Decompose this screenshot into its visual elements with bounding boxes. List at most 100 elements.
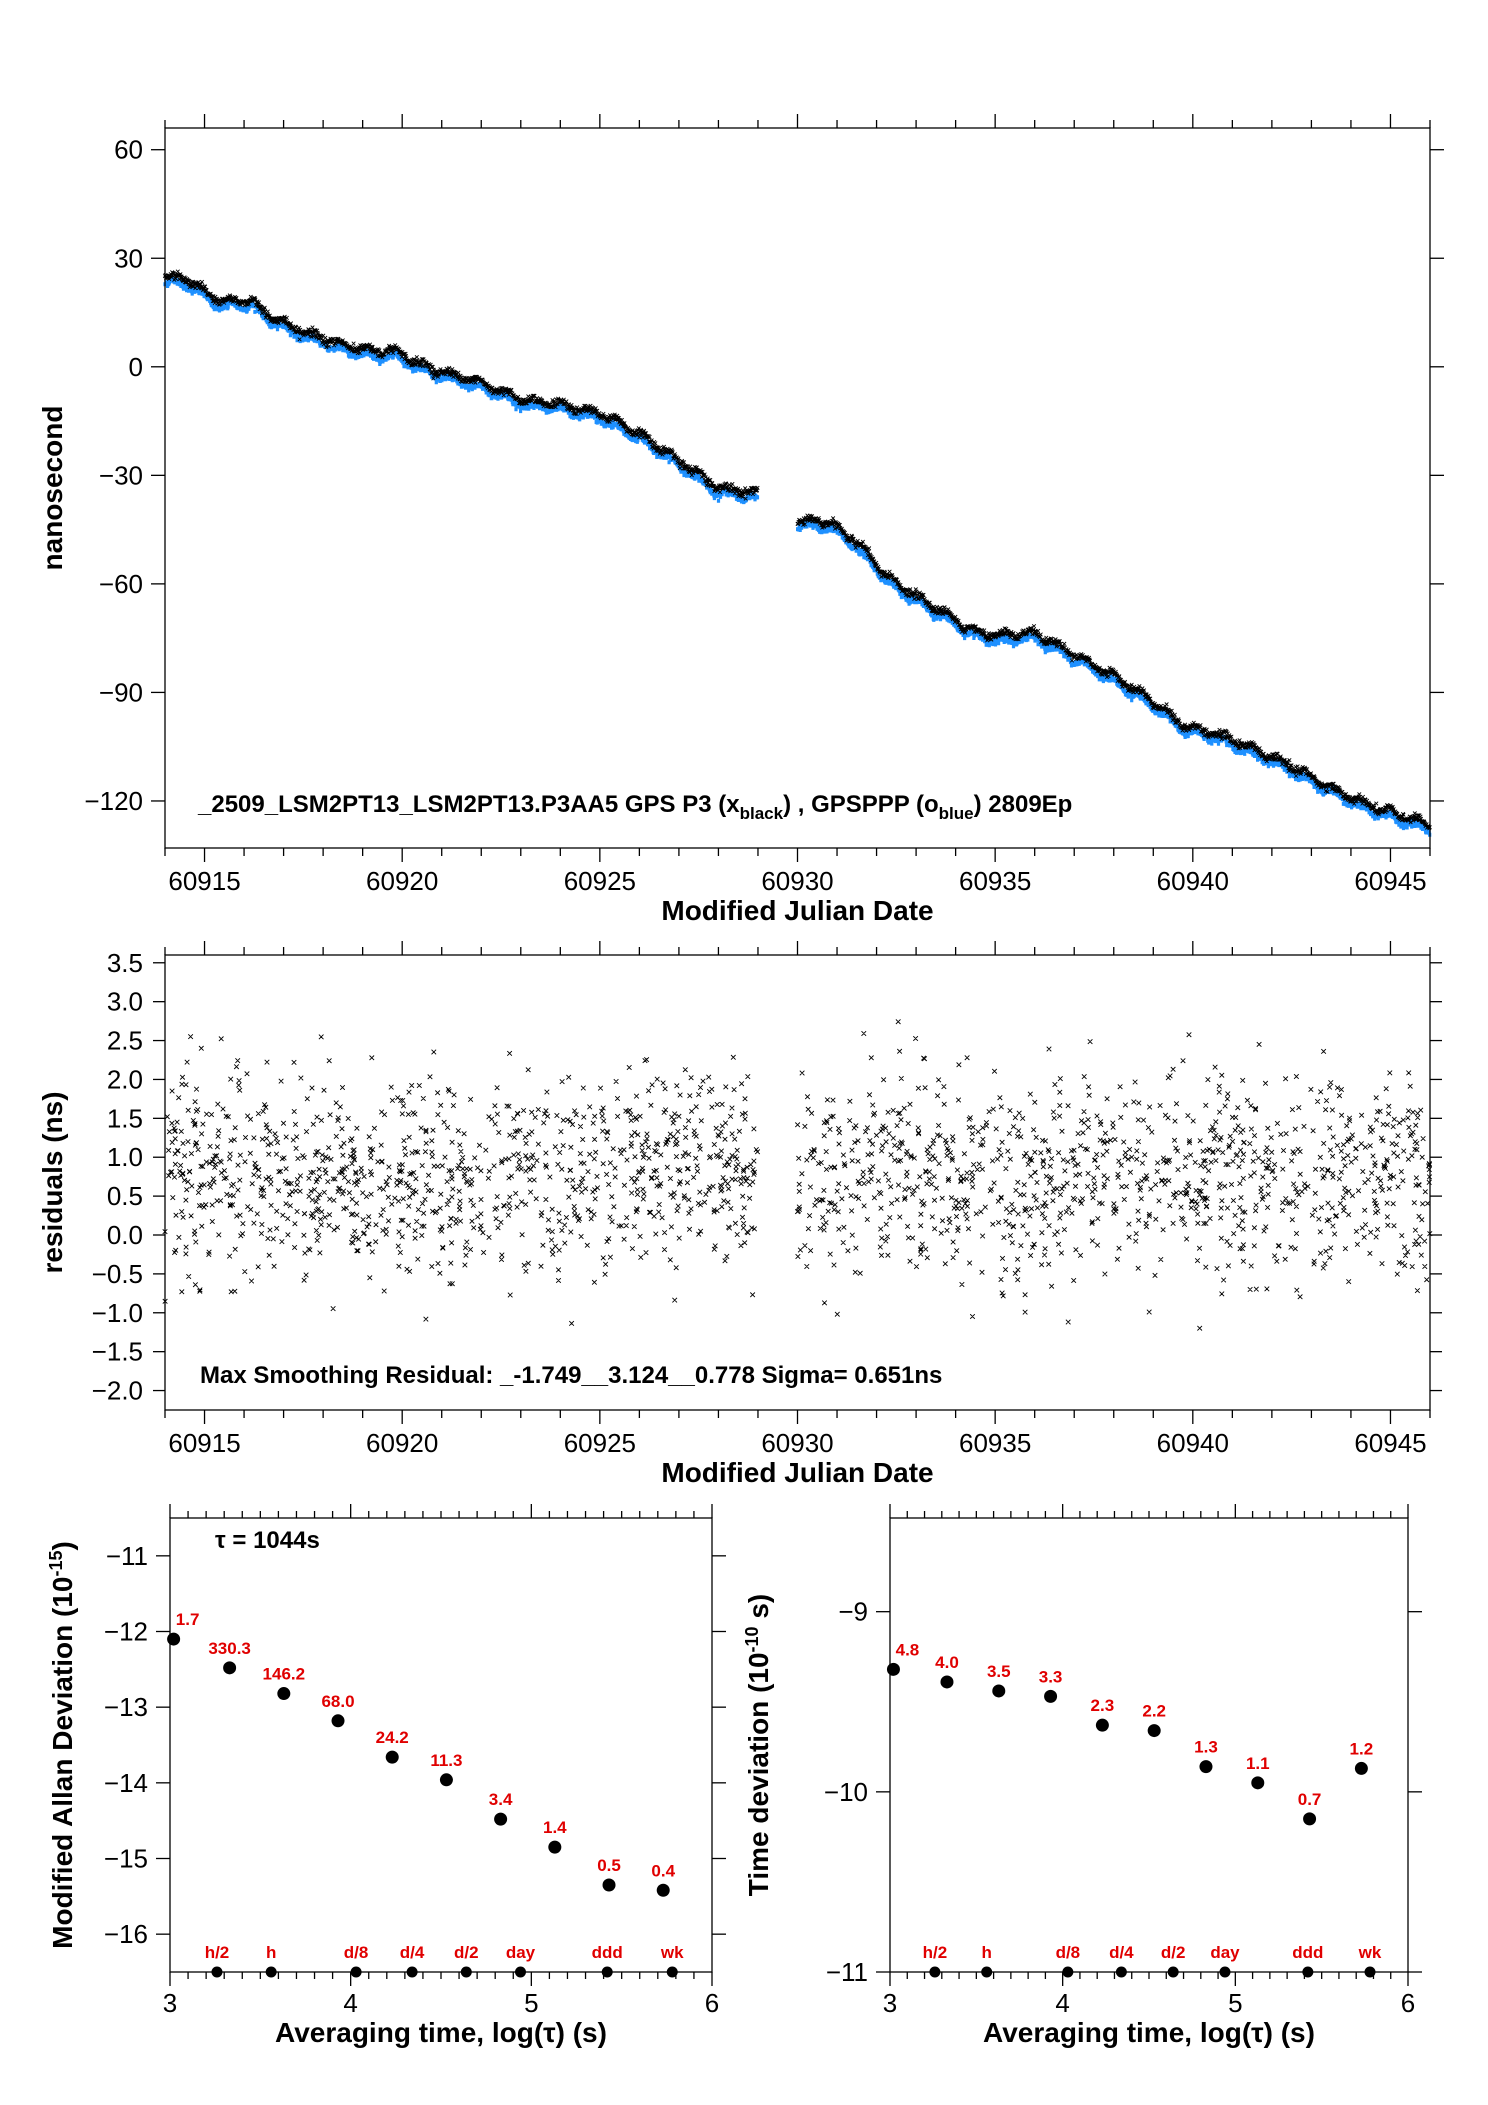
- time-marker-label: h/2: [923, 1943, 948, 1962]
- deviation-point: [494, 1812, 508, 1826]
- title-subscript: black: [740, 804, 784, 823]
- x-tick-label: 60930: [761, 1428, 833, 1458]
- x-axis-title: Averaging time, log(τ) (s): [275, 2017, 607, 2048]
- x-tick-label: 60920: [366, 866, 438, 896]
- y-tick-label: 30: [114, 243, 143, 273]
- x-axis-title: Averaging time, log(τ) (s): [983, 2017, 1315, 2048]
- x-axis-title: Modified Julian Date: [661, 895, 933, 926]
- time-marker-label: day: [1210, 1943, 1240, 1962]
- time-marker-label: d/8: [344, 1943, 369, 1962]
- residual-annotation: Max Smoothing Residual: _-1.749__3.124__…: [200, 1362, 942, 1389]
- x-tick-label: 60925: [564, 866, 636, 896]
- y-axis-title: Time deviation (10-10 s): [742, 1594, 774, 1897]
- time-marker-label: ddd: [592, 1943, 623, 1962]
- x-tick-label: 60915: [168, 866, 240, 896]
- y-tick-label: 1.5: [107, 1103, 143, 1133]
- time-marker-label: d/2: [1161, 1943, 1186, 1962]
- deviation-point: [1095, 1718, 1109, 1732]
- deviation-point: [1303, 1812, 1317, 1826]
- y-tick-label: −1.5: [92, 1337, 143, 1367]
- deviation-point-label: 1.3: [1194, 1738, 1218, 1757]
- y-tick-label: 1.0: [107, 1142, 143, 1172]
- y-tick-label: 60: [114, 135, 143, 165]
- x-tick-label: 60945: [1354, 1428, 1426, 1458]
- y-tick-label: −1.0: [92, 1298, 143, 1328]
- deviation-point: [1147, 1724, 1161, 1738]
- deviation-point-label: 1.7: [176, 1610, 200, 1629]
- x-tick-label: 5: [524, 1988, 538, 2018]
- y-tick-label: −2.0: [92, 1376, 143, 1406]
- time-marker-label: ddd: [1292, 1943, 1323, 1962]
- deviation-point: [167, 1632, 181, 1646]
- deviation-point: [602, 1878, 616, 1892]
- residuals-panel: 60915 60920 60925 60930 60935 60940 60945 3.5 3.…: [37, 941, 1442, 1488]
- y-tick-label: −13: [104, 1692, 148, 1722]
- x-tick-label: 3: [163, 1988, 177, 2018]
- x-tick-label: 60915: [168, 1428, 240, 1458]
- deviation-point-label: 330.3: [208, 1639, 251, 1658]
- y-tick-label: −120: [84, 786, 143, 816]
- series-gpsppp-markers: [163, 276, 1432, 837]
- deviation-point: [940, 1675, 954, 1689]
- deviation-point: [223, 1661, 237, 1675]
- deviation-point-label: 4.8: [896, 1640, 920, 1659]
- title-part: ) , GPSPPP (o: [783, 791, 939, 818]
- deviation-point-label: 0.7: [1298, 1790, 1322, 1809]
- y-axis-title-part: ): [47, 1541, 78, 1550]
- deviation-point: [1354, 1761, 1368, 1775]
- y-axis-title-part: Modified Allan Deviation (10: [47, 1577, 78, 1949]
- deviation-point-label: 4.0: [935, 1653, 959, 1672]
- y-axis-title-part: -15: [46, 1550, 66, 1576]
- time-marker-label: wk: [660, 1943, 684, 1962]
- time-marker-label: day: [506, 1943, 536, 1962]
- time-series-frame: [164, 127, 1431, 849]
- x-tick-label: 60920: [366, 1428, 438, 1458]
- tau-annotation: τ = 1044s: [215, 1527, 320, 1554]
- x-tick-label: 6: [1401, 1988, 1415, 2018]
- x-tick-label: 6: [705, 1988, 719, 2018]
- y-tick-label: −11: [826, 1957, 868, 1987]
- y-tick-label: 0.0: [107, 1220, 143, 1250]
- y-tick-label: −9: [838, 1597, 868, 1627]
- deviation-point-label: 68.0: [321, 1692, 354, 1711]
- y-axis-title-part: Time deviation (10: [743, 1652, 774, 1896]
- y-tick-label: 0.5: [107, 1181, 143, 1211]
- deviation-point: [548, 1840, 562, 1854]
- y-tick-label: −60: [99, 569, 143, 599]
- y-tick-label: 3.0: [107, 987, 143, 1017]
- deviation-point-label: 0.5: [597, 1856, 621, 1875]
- time-marker-label: h: [266, 1943, 276, 1962]
- title-part: ) 2809Ep: [974, 791, 1073, 818]
- y-tick-label: −10: [824, 1777, 868, 1807]
- x-tick-label: 60945: [1354, 866, 1426, 896]
- deviation-point: [1251, 1776, 1265, 1790]
- y-tick-label: −30: [99, 460, 143, 490]
- x-tick-label: 3: [883, 1988, 897, 2018]
- y-tick-label: 2.5: [107, 1026, 143, 1056]
- deviation-point-label: 1.4: [543, 1818, 567, 1837]
- deviation-point-label: 2.3: [1091, 1696, 1115, 1715]
- y-tick-label: −90: [99, 677, 143, 707]
- y-axis-title-part: s): [743, 1594, 774, 1627]
- mdev-panel-frame: [169, 1517, 713, 1973]
- deviation-point-label: 1.1: [1246, 1754, 1270, 1773]
- y-axis-title: residuals (ns): [37, 1091, 68, 1273]
- x-tick-label: 5: [1228, 1988, 1242, 2018]
- deviation-point-label: 3.3: [1039, 1667, 1063, 1686]
- deviation-point: [439, 1773, 453, 1787]
- deviation-point: [656, 1883, 670, 1897]
- time-marker-label: d/4: [1109, 1943, 1134, 1962]
- y-tick-label: −12: [104, 1617, 148, 1647]
- time-marker-label: h/2: [205, 1943, 230, 1962]
- y-axis-title: Modified Allan Deviation (10-15): [46, 1541, 78, 1949]
- y-axis-title-part: -10: [742, 1626, 762, 1652]
- deviation-point-label: 1.2: [1350, 1739, 1374, 1758]
- mdev-panel: 3 4 5 6 −11 −12 −13 −14 −15 −16 Averaging time, lo…: [46, 1504, 726, 2048]
- time-series-panel: 60915 60920 60925 60930 60935 60940 60945 60 30 0…: [37, 114, 1444, 926]
- deviation-point: [886, 1662, 900, 1676]
- y-tick-label: 0: [129, 352, 143, 382]
- deviation-point-label: 2.2: [1142, 1702, 1166, 1721]
- y-tick-label: −14: [104, 1768, 148, 1798]
- deviation-point-label: 0.4: [651, 1861, 675, 1880]
